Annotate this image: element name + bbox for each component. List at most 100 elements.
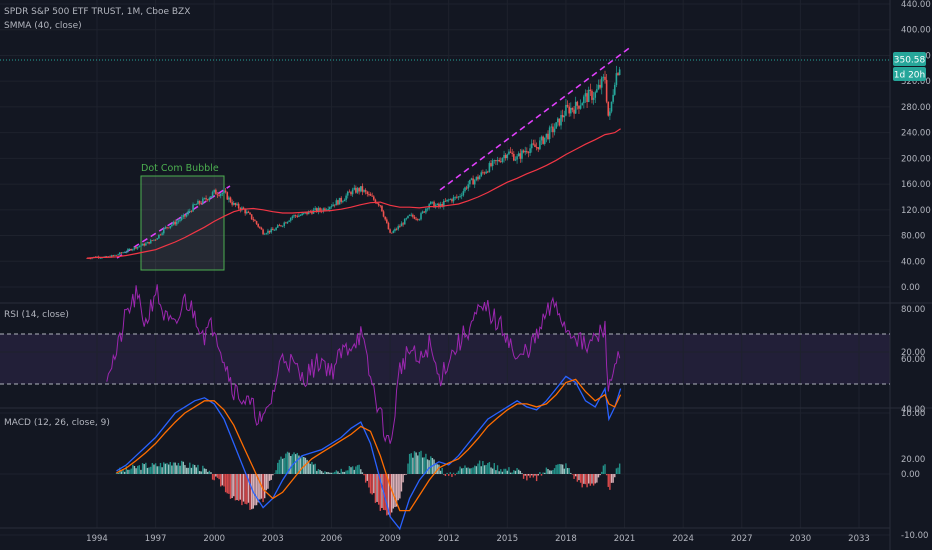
candle-body <box>350 192 352 195</box>
rsi-band-fill <box>0 334 890 384</box>
rsi-line[interactable] <box>106 284 621 444</box>
macd-histogram-bar <box>281 458 284 474</box>
macd-histogram-bar <box>161 467 163 474</box>
macd-histogram-bar <box>195 467 198 474</box>
candle-body <box>438 203 440 207</box>
macd-histogram-bar <box>366 474 368 481</box>
candle-body <box>151 240 154 242</box>
candle-body <box>231 202 233 205</box>
macd-histogram-bar <box>304 457 307 474</box>
candle-body <box>423 211 426 213</box>
candle-body <box>425 208 427 213</box>
macd-histogram-bar <box>474 465 476 474</box>
candle-body <box>415 218 417 220</box>
macd-histogram-bar <box>410 453 412 474</box>
candle-body <box>514 159 517 161</box>
candle-body <box>408 214 411 216</box>
macd-histogram-bar <box>485 464 487 474</box>
smma-legend: SMMA (40, close) <box>4 21 82 31</box>
macd-histogram-bar <box>218 474 220 480</box>
trendline-bull-market[interactable] <box>439 45 633 191</box>
macd-histogram-bar <box>174 462 176 474</box>
macd-histogram-bar <box>464 465 466 474</box>
candle-body <box>561 114 564 118</box>
macd-histogram-bar <box>185 467 188 474</box>
macd-histogram-bar <box>526 474 528 481</box>
candle-body <box>148 242 150 244</box>
candle-body <box>617 73 619 76</box>
candle-body <box>215 189 217 195</box>
candle-body <box>550 126 553 128</box>
macd-histogram-bar <box>137 465 139 474</box>
candle-body <box>597 84 600 90</box>
macd-signal-line[interactable] <box>116 378 622 512</box>
candle-body <box>239 208 242 211</box>
macd-histogram-bar <box>249 474 251 510</box>
macd-histogram-bar <box>500 469 502 474</box>
macd-histogram-bar <box>607 474 609 487</box>
macd-histogram-bar <box>513 470 515 474</box>
candle-body <box>187 211 189 215</box>
macd-histogram-bar <box>343 471 346 474</box>
macd-histogram-bar <box>576 474 579 482</box>
macd-histogram-bar <box>167 464 170 474</box>
macd-histogram-bar <box>182 461 184 474</box>
candle-body <box>368 193 370 195</box>
candle-body <box>171 224 173 227</box>
macd-histogram-bar <box>180 460 183 474</box>
macd-histogram-bar <box>392 474 395 509</box>
time-scale[interactable]: 1994 1997 2000 2003 2006 2009 2012 2015 2018 2021… <box>86 534 870 544</box>
candle-body <box>491 160 494 167</box>
candle-body <box>420 213 422 220</box>
macd-histogram-bar <box>223 474 225 487</box>
macd-histogram-bar <box>459 466 461 474</box>
candle-body <box>403 218 406 225</box>
candle-body <box>136 246 139 249</box>
macd-histogram-bar <box>456 472 458 474</box>
macd-histogram-bar <box>488 462 491 474</box>
macd-histogram-bar <box>179 465 181 474</box>
candle-body <box>259 226 261 228</box>
macd-histogram-bar <box>535 474 538 482</box>
price-scale[interactable]: 440.00400.00360.00320.00280.00240.00200.… <box>901 0 931 541</box>
candle-body <box>397 226 400 230</box>
macd-histogram-bar <box>605 474 608 476</box>
macd-tick-label: 10.00 <box>901 409 925 419</box>
macd-histogram-bar <box>400 474 403 492</box>
macd-line[interactable] <box>116 375 622 531</box>
candle-body <box>241 207 243 211</box>
candle-body <box>473 180 476 185</box>
macd-histogram-bar <box>369 474 372 494</box>
candle-body <box>329 206 331 210</box>
candle-body <box>149 240 152 244</box>
macd-histogram-bar <box>242 474 245 502</box>
macd-histogram-bar <box>169 462 171 474</box>
macd-histogram-bar <box>434 463 437 474</box>
macd-histogram-bar <box>402 474 404 483</box>
candle-body <box>436 203 439 206</box>
macd-histogram-bar <box>573 474 575 479</box>
candle-body <box>291 216 294 218</box>
macd-histogram-bar <box>330 472 333 474</box>
candle-body <box>503 155 505 159</box>
macd-histogram-bar <box>360 469 362 474</box>
candle-body <box>459 196 461 197</box>
dot-com-bubble-box[interactable] <box>140 175 225 271</box>
macd-histogram-bar <box>189 462 191 474</box>
macd-histogram-bar <box>461 468 463 474</box>
macd-histogram-bar <box>241 474 243 506</box>
candle-body <box>301 213 303 216</box>
candle-body <box>242 207 245 210</box>
candle-body <box>286 221 289 224</box>
macd-histogram-bar <box>294 454 297 474</box>
smma-line[interactable] <box>87 128 621 259</box>
candle-body <box>226 192 229 200</box>
candle-body <box>543 137 546 144</box>
candle-body <box>340 197 343 202</box>
candle-body <box>524 151 527 153</box>
macd-histogram-bar <box>296 452 298 474</box>
macd-histogram-bar <box>197 464 199 474</box>
macd-histogram-bar <box>597 474 600 478</box>
macd-histogram-bar <box>159 462 162 474</box>
